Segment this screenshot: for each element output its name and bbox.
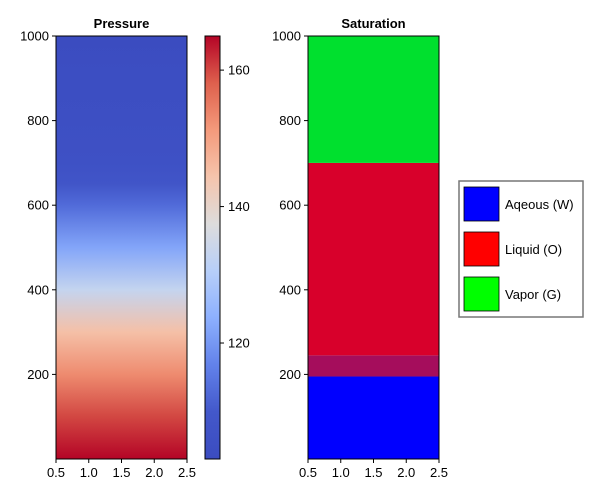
saturation-x-tick-label: 1.5 xyxy=(364,465,382,480)
pressure-x-tick-label: 2.0 xyxy=(145,465,163,480)
saturation-y-tick-label: 1000 xyxy=(272,29,301,44)
legend-swatch xyxy=(463,186,500,222)
pressure-y-axis: 200 400 600 800 1000 xyxy=(20,29,56,382)
pressure-x-axis: 0.5 1.0 1.5 2.0 2.5 xyxy=(47,459,196,480)
pressure-x-tick-label: 1.5 xyxy=(112,465,130,480)
legend-label: Vapor (G) xyxy=(505,287,561,302)
phase-legend: Aqeous (W) Liquid (O) Vapor (G) xyxy=(458,180,584,318)
colorbar-ticks: 120 140 160 xyxy=(220,63,250,351)
pressure-y-tick-label: 800 xyxy=(27,113,49,128)
saturation-y-axis: 200 400 600 800 1000 xyxy=(272,29,308,382)
saturation-x-tick-label: 2.5 xyxy=(430,465,448,480)
legend-swatch xyxy=(463,276,500,312)
saturation-x-tick-label: 1.0 xyxy=(332,465,350,480)
saturation-y-tick-label: 800 xyxy=(279,113,301,128)
colorbar-gradient xyxy=(205,36,220,459)
colorbar-tick-label: 160 xyxy=(228,63,250,78)
pressure-x-tick-label: 1.0 xyxy=(80,465,98,480)
saturation-y-tick-label: 600 xyxy=(279,198,301,213)
legend-swatch xyxy=(463,231,500,267)
pressure-y-tick-label: 400 xyxy=(27,282,49,297)
saturation-x-axis: 0.5 1.0 1.5 2.0 2.5 xyxy=(299,459,448,480)
pressure-colorbar: 120 140 160 xyxy=(204,35,250,460)
colorbar-frame xyxy=(204,35,221,460)
pressure-panel: Pressure 200 400 600 800 1000 0.5 1.0 1.5 2.0 2.… xyxy=(20,16,196,480)
pressure-x-tick-label: 0.5 xyxy=(47,465,65,480)
saturation-band xyxy=(308,36,439,163)
pressure-field xyxy=(56,36,187,459)
saturation-band xyxy=(308,355,439,377)
saturation-x-tick-label: 0.5 xyxy=(299,465,317,480)
pressure-x-tick-label: 2.5 xyxy=(178,465,196,480)
pressure-y-tick-label: 600 xyxy=(27,198,49,213)
saturation-bands xyxy=(308,36,439,459)
saturation-band xyxy=(308,162,439,356)
saturation-panel: Saturation 200 400 600 800 1000 0.5 1.0 1.5 2.0… xyxy=(272,16,448,480)
saturation-y-tick-label: 200 xyxy=(279,367,301,382)
saturation-x-tick-label: 2.0 xyxy=(397,465,415,480)
pressure-title: Pressure xyxy=(94,16,150,31)
pressure-y-tick-label: 1000 xyxy=(20,29,49,44)
saturation-y-tick-label: 400 xyxy=(279,282,301,297)
colorbar-tick-label: 140 xyxy=(228,199,250,214)
saturation-title: Saturation xyxy=(341,16,405,31)
colorbar-tick-label: 120 xyxy=(228,336,250,351)
legend-label: Liquid (O) xyxy=(505,242,562,257)
saturation-band xyxy=(308,376,439,459)
pressure-y-tick-label: 200 xyxy=(27,367,49,382)
legend-label: Aqeous (W) xyxy=(505,197,574,212)
